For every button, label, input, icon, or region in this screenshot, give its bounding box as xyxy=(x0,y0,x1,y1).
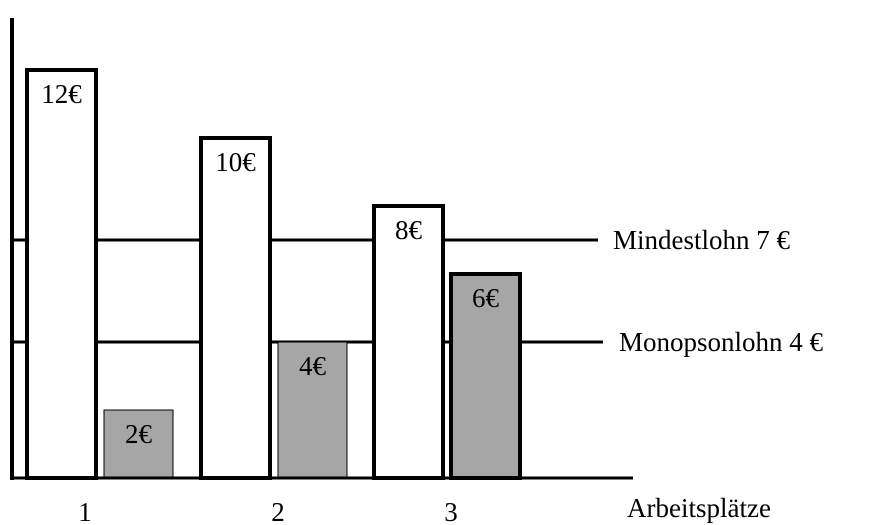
bar xyxy=(25,68,98,480)
bar-value-label: 6€ xyxy=(472,283,500,313)
bar xyxy=(277,341,348,479)
bar-value-label: 4€ xyxy=(299,351,327,381)
x-tick-label: 3 xyxy=(444,497,458,525)
bar xyxy=(199,136,272,480)
bar xyxy=(449,272,522,480)
bar-value-label: 10€ xyxy=(215,147,256,177)
bar xyxy=(372,204,445,480)
bar-value-label: 8€ xyxy=(395,215,423,245)
x-axis-label: Arbeitsplätze xyxy=(627,493,771,523)
reference-line-label: Mindestlohn 7 € xyxy=(613,225,791,255)
x-tick-label: 1 xyxy=(78,497,92,525)
bar-value-label: 12€ xyxy=(41,79,82,109)
bar-value-label: 2€ xyxy=(125,419,153,449)
x-tick-label: 2 xyxy=(271,497,285,525)
reference-line-label: Monopsonlohn 4 € xyxy=(619,327,824,357)
bar xyxy=(103,409,174,479)
